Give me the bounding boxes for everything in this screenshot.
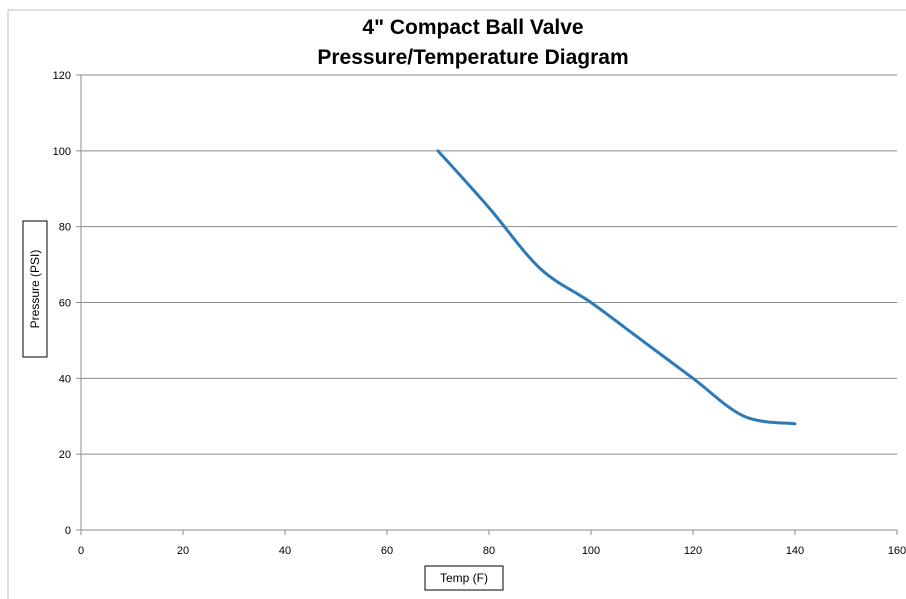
y-tick-label-40: 40 [59, 373, 71, 385]
axes [76, 74, 898, 535]
x-tick-label-40: 40 [279, 545, 291, 557]
x-tick-label-140: 140 [786, 545, 804, 557]
x-tick-label-160: 160 [888, 545, 906, 557]
x-tick-label-0: 0 [78, 545, 84, 557]
y-tick-label-100: 100 [53, 146, 71, 158]
y-tick-label-0: 0 [65, 525, 71, 537]
y-axis-title-box [22, 220, 48, 358]
x-tick-label-60: 60 [381, 545, 393, 557]
x-tick-label-120: 120 [684, 545, 702, 557]
chart-title: 4" Compact Ball Valve [362, 16, 583, 39]
y-tick-labels: 0 20 40 60 80 100 120 [53, 70, 71, 537]
series-line-0 [436, 149, 797, 426]
y-axis-title: Pressure (PSI) [28, 250, 42, 329]
y-tick-label-60: 60 [59, 298, 71, 310]
series-lines [436, 149, 797, 426]
x-tick-label-100: 100 [582, 545, 600, 557]
x-tick-labels: 0 20 40 60 80 100 120 140 160 [78, 545, 906, 557]
x-axis-title: Temp (F) [440, 571, 488, 585]
y-tick-label-20: 20 [59, 449, 71, 461]
x-tick-label-80: 80 [483, 545, 495, 557]
y-tick-label-80: 80 [59, 222, 71, 234]
y-tick-label-120: 120 [53, 70, 71, 82]
gridlines [81, 74, 897, 455]
x-tick-label-20: 20 [177, 545, 189, 557]
x-axis-title-box [424, 565, 504, 591]
chart-subtitle: Pressure/Temperature Diagram [317, 46, 628, 69]
